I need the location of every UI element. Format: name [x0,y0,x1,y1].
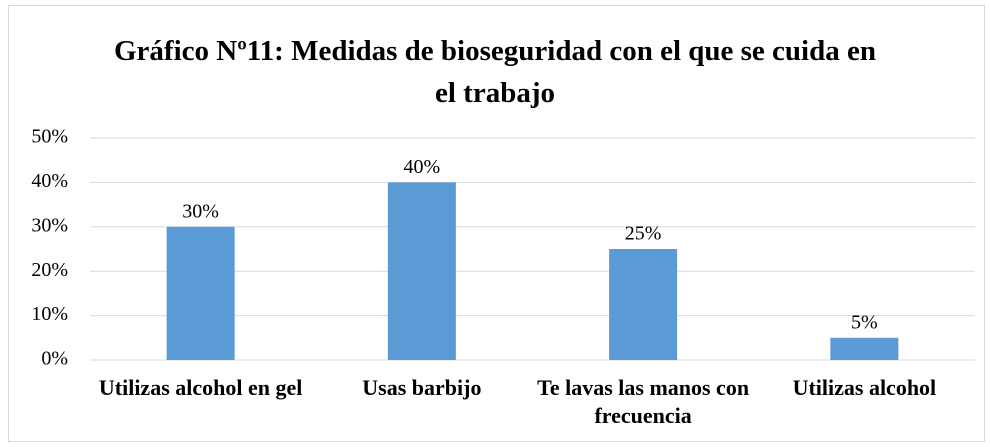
chart-title: Gráfico Nº11: Medidas de bioseguridad co… [114,35,876,109]
x-tick-label: Utilizas alcohol [792,375,937,400]
x-tick-label: Usas barbijo [362,375,482,400]
y-tick-label: 40% [31,170,68,192]
y-tick-label: 10% [31,303,68,325]
y-tick-label: 50% [31,126,68,148]
chart-border [8,5,985,442]
y-tick-label: 20% [31,259,68,281]
data-label: 5% [851,311,878,333]
x-tick-label: Utilizas alcohol en gel [98,375,303,400]
bar [166,226,235,360]
bar [387,182,456,360]
data-label: 25% [625,223,662,245]
y-tick-label: 0% [41,348,68,370]
bar [830,337,899,360]
data-label: 30% [182,200,219,222]
y-tick-label: 30% [31,214,68,236]
x-tick-label: Te lavas las manos con frecuencia [537,375,750,428]
bar [609,249,678,360]
data-label: 40% [404,156,441,178]
